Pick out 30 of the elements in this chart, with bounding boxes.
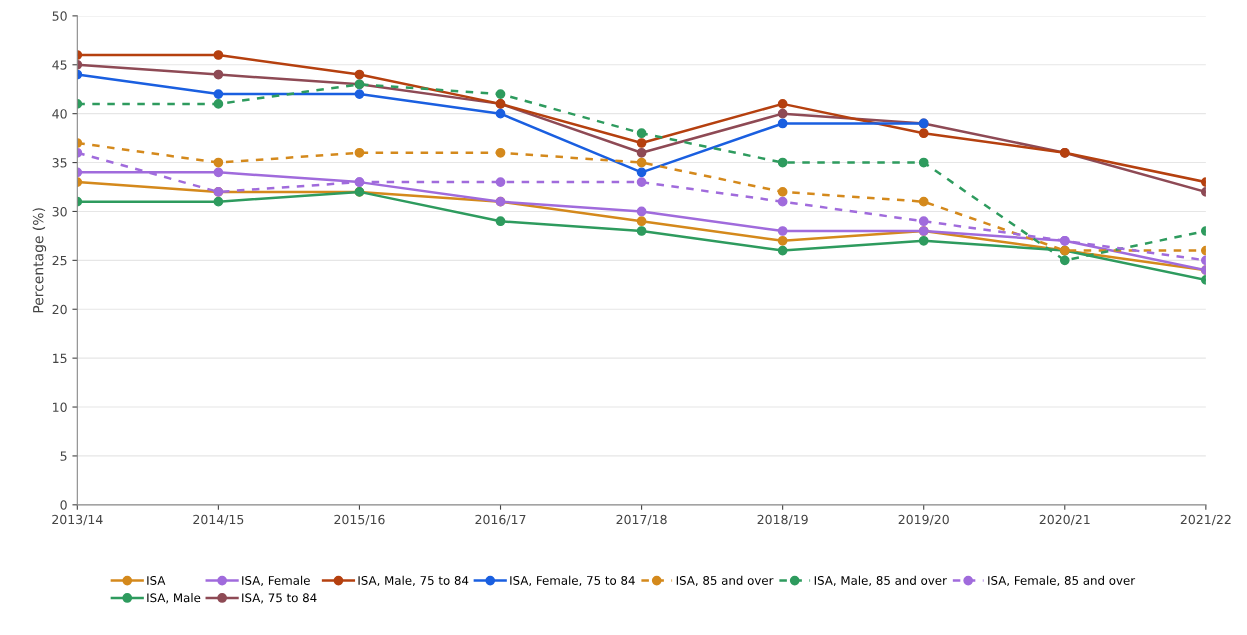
legend-label: ISA, Male, 85 and over — [814, 575, 947, 587]
x-tick-label: 2013/14 — [52, 514, 103, 526]
legend-label: ISA, 75 to 84 — [242, 593, 317, 604]
y-tick-label: 15 — [53, 353, 67, 364]
x-tick-label: 2020/21 — [1039, 514, 1090, 526]
legend-label: ISA, Female — [242, 575, 310, 587]
y-tick-label: 40 — [52, 109, 67, 119]
y-tick-label: 35 — [52, 158, 67, 168]
legend-label: ISA, Female, 85 and over — [988, 575, 1136, 587]
legend-label: ISA, Male — [147, 593, 201, 604]
x-tick-label: 2015/16 — [334, 514, 385, 526]
y-tick-label: 45 — [52, 60, 67, 70]
x-tick-label: 2021/22 — [1180, 514, 1231, 526]
legend-label: ISA, Female, 75 to 84 — [510, 575, 635, 587]
y-tick-label: 30 — [52, 206, 67, 217]
legend-label: ISA, 85 and over — [676, 575, 774, 587]
x-tick-label: 2018/19 — [757, 514, 808, 526]
x-tick-label: 2019/20 — [898, 514, 949, 526]
y-tick-label: 20 — [52, 304, 67, 315]
legend-label: ISA, Male, 75 to 84 — [358, 575, 469, 587]
x-tick-label: 2017/18 — [616, 514, 667, 526]
y-tick-label: 10 — [53, 402, 67, 412]
y-tick-label: 50 — [52, 11, 67, 21]
x-tick-label: 2014/15 — [193, 514, 244, 526]
x-tick-label: 2016/17 — [475, 514, 526, 526]
legend-label: ISA — [147, 575, 166, 585]
y-tick-label: 25 — [52, 255, 67, 266]
y-tick-label: 0 — [60, 500, 67, 510]
y-tick-label: 5 — [60, 451, 67, 461]
y-axis-title: Percentage (%) — [32, 208, 47, 313]
